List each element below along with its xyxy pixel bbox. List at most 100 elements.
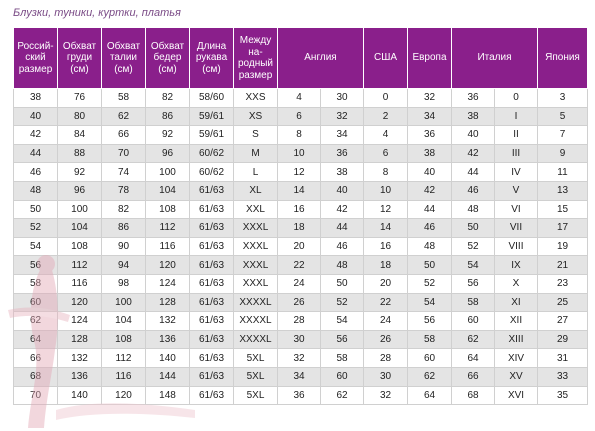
table-cell: 40 xyxy=(451,125,495,145)
table-cell: 86 xyxy=(101,218,146,238)
table-cell: 124 xyxy=(145,273,190,294)
table-row: 48 96 78 104 61/63 XL 14 40 10 42 46 V 13 xyxy=(13,180,588,201)
table-cell: 62 xyxy=(101,106,146,127)
table-cell: 96 xyxy=(145,143,190,164)
table-cell: 42 xyxy=(13,125,58,145)
header-russian-size: Россий-ский размер xyxy=(13,27,58,89)
header-sleeve: Длина рукава (см) xyxy=(189,27,234,89)
table-cell: XXXL xyxy=(233,218,278,238)
table-cell: 66 xyxy=(13,348,58,368)
table-cell: 44 xyxy=(13,143,58,164)
table-cell: 44 xyxy=(320,218,364,238)
table-cell: 61/63 xyxy=(189,292,234,313)
table-cell: VI xyxy=(494,199,538,220)
table-cell: 62 xyxy=(407,366,452,387)
table-cell: 78 xyxy=(101,180,146,201)
table-row: 44 88 70 96 60/62 M 10 36 6 38 42 III 9 xyxy=(13,143,588,164)
table-cell: 46 xyxy=(320,236,364,257)
table-row: 60 120 100 128 61/63 XXXXL 26 52 22 54 58 XI 25 xyxy=(13,292,588,313)
table-cell: 26 xyxy=(277,292,321,313)
table-row: 40 80 62 86 59/61 XS 6 32 2 34 38 I 5 xyxy=(13,106,588,127)
table-cell: 60 xyxy=(13,292,58,313)
table-cell: 5XL xyxy=(233,385,278,406)
table-cell: 84 xyxy=(57,125,102,145)
table-cell: 20 xyxy=(363,273,408,294)
table-row: 38 76 58 82 58/60 XXS 4 30 0 32 36 0 3 xyxy=(13,88,588,108)
table-cell: 32 xyxy=(320,106,364,127)
table-cell: 61/63 xyxy=(189,366,234,387)
table-cell: XI xyxy=(494,292,538,313)
table-cell: 38 xyxy=(451,106,495,127)
table-cell: 38 xyxy=(13,88,58,108)
table-cell: 59/61 xyxy=(189,106,234,127)
table-cell: 92 xyxy=(57,162,102,182)
header-hips: Обхват бедер (см) xyxy=(145,27,190,89)
table-caption: Блузки, туники, куртки, платья xyxy=(13,7,181,19)
table-cell: 40 xyxy=(13,106,58,127)
table-cell: 64 xyxy=(407,385,452,406)
table-row: 62 124 104 132 61/63 XXXXL 28 54 24 56 60 XII 27 xyxy=(13,311,588,331)
header-japan: Япония xyxy=(537,27,588,89)
table-cell: L xyxy=(233,162,278,182)
table-cell: 5 xyxy=(537,106,588,127)
table-cell: 31 xyxy=(537,348,588,368)
table-cell: 68 xyxy=(13,366,58,387)
table-cell: 2 xyxy=(363,106,408,127)
table-cell: 48 xyxy=(13,180,58,201)
table-cell: 52 xyxy=(451,236,495,257)
table-cell: 22 xyxy=(363,292,408,313)
table-cell: 60 xyxy=(407,348,452,368)
table-cell: 140 xyxy=(57,385,102,406)
table-cell: 76 xyxy=(57,88,102,108)
table-cell: X xyxy=(494,273,538,294)
table-cell: 27 xyxy=(537,311,588,331)
table-cell: 64 xyxy=(13,329,58,350)
table-cell: 112 xyxy=(57,255,102,275)
table-cell: 44 xyxy=(451,162,495,182)
table-cell: XXXL xyxy=(233,255,278,275)
table-cell: 120 xyxy=(57,292,102,313)
table-cell: 54 xyxy=(13,236,58,257)
table-cell: 61/63 xyxy=(189,348,234,368)
table-cell: 80 xyxy=(57,106,102,127)
size-chart-table: Россий-ский размер Обхват груди (см) Обх… xyxy=(13,27,588,406)
table-cell: 23 xyxy=(537,273,588,294)
table-cell: 128 xyxy=(145,292,190,313)
table-cell: 18 xyxy=(363,255,408,275)
table-cell: 46 xyxy=(451,180,495,201)
table-cell: 132 xyxy=(57,348,102,368)
table-cell: XXL xyxy=(233,199,278,220)
table-cell: 34 xyxy=(277,366,321,387)
table-cell: III xyxy=(494,143,538,164)
table-cell: 108 xyxy=(57,236,102,257)
table-cell: 52 xyxy=(407,273,452,294)
table-cell: 61/63 xyxy=(189,273,234,294)
table-cell: 56 xyxy=(320,329,364,350)
table-cell: 29 xyxy=(537,329,588,350)
table-cell: 70 xyxy=(13,385,58,406)
table-cell: 18 xyxy=(277,218,321,238)
table-cell: XXXL xyxy=(233,236,278,257)
header-usa: США xyxy=(363,27,408,89)
table-cell: 12 xyxy=(363,199,408,220)
table-row: 56 112 94 120 61/63 XXXL 22 48 18 50 54 IX 21 xyxy=(13,255,588,275)
table-cell: 16 xyxy=(277,199,321,220)
table-cell: 22 xyxy=(277,255,321,275)
table-cell: 34 xyxy=(407,106,452,127)
header-international: Между на-родный размер xyxy=(233,27,278,89)
table-cell: 58 xyxy=(320,348,364,368)
table-cell: 120 xyxy=(145,255,190,275)
table-cell: 19 xyxy=(537,236,588,257)
table-cell: 0 xyxy=(363,88,408,108)
table-cell: 30 xyxy=(320,88,364,108)
table-cell: 140 xyxy=(145,348,190,368)
table-cell: 14 xyxy=(277,180,321,201)
table-cell: 32 xyxy=(363,385,408,406)
table-row: 46 92 74 100 60/62 L 12 38 8 40 44 IV 11 xyxy=(13,162,588,182)
table-cell: VII xyxy=(494,218,538,238)
table-cell: XIII xyxy=(494,329,538,350)
table-cell: 61/63 xyxy=(189,218,234,238)
table-cell: 116 xyxy=(57,273,102,294)
table-cell: 59/61 xyxy=(189,125,234,145)
table-cell: 56 xyxy=(451,273,495,294)
